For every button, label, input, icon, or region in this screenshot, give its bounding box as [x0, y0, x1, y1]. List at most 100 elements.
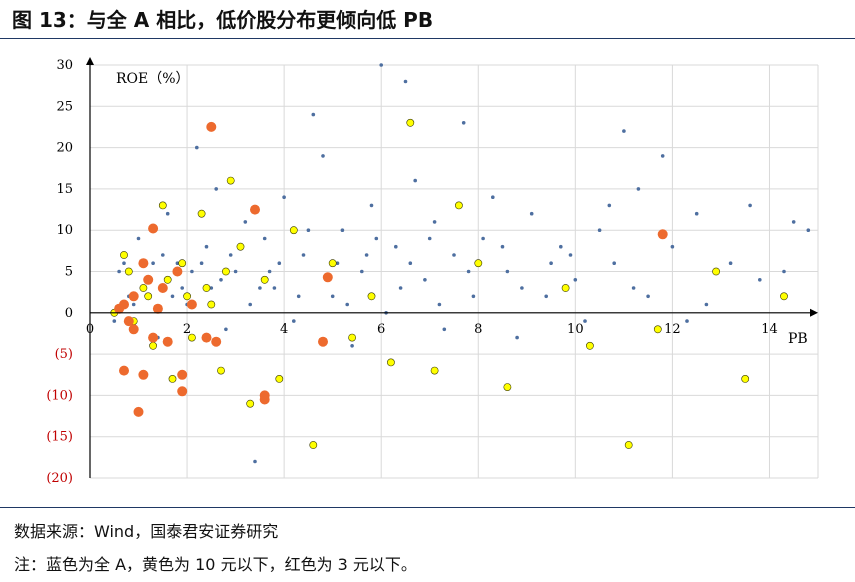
data-point-red — [211, 336, 222, 347]
data-point-blue — [403, 79, 408, 84]
data-point-blue — [209, 286, 214, 290]
x-tick-label: 8 — [474, 322, 482, 337]
x-tick-label: 0 — [86, 322, 94, 337]
data-point-blue — [636, 187, 641, 191]
data-point-red — [123, 316, 134, 327]
data-point-red — [318, 336, 328, 347]
data-point-yellow — [741, 374, 750, 383]
data-point-blue — [748, 203, 752, 208]
data-point-red — [201, 332, 212, 343]
data-point-yellow — [386, 358, 395, 367]
data-point-blue — [117, 269, 121, 274]
data-point-red — [128, 291, 139, 302]
data-point-blue — [427, 236, 432, 241]
x-axis-arrow — [810, 308, 818, 317]
data-point-blue — [515, 335, 519, 340]
data-point-blue — [549, 261, 553, 265]
data-point-yellow — [289, 226, 298, 235]
data-point-blue — [112, 319, 117, 323]
data-point-yellow — [328, 259, 337, 268]
data-point-blue — [782, 269, 786, 274]
data-point-yellow — [236, 242, 245, 251]
data-point-blue — [277, 261, 282, 265]
data-point-blue — [394, 244, 398, 249]
data-point-blue — [335, 261, 340, 265]
data-point-yellow — [454, 201, 463, 210]
data-point-blue — [219, 278, 223, 282]
data-point-red — [162, 336, 173, 347]
data-point-blue — [267, 269, 272, 274]
data-point-blue — [694, 211, 699, 216]
data-point-blue — [544, 294, 548, 299]
data-point-blue — [758, 278, 762, 282]
data-point-blue — [296, 294, 301, 299]
footer-rule — [0, 507, 855, 508]
data-point-blue — [199, 261, 204, 265]
grid-lines — [89, 64, 819, 479]
data-point-yellow — [226, 176, 235, 185]
data-point-blue — [791, 220, 796, 224]
data-point-blue — [248, 302, 252, 307]
data-point-blue — [520, 286, 524, 290]
data-point-blue — [195, 145, 199, 150]
series-blue — [112, 63, 811, 464]
data-point-yellow — [144, 292, 153, 301]
data-point-blue — [612, 261, 616, 265]
data-point-blue — [253, 459, 257, 464]
data-point-yellow — [178, 259, 187, 268]
data-point-blue — [224, 327, 228, 332]
data-point-yellow — [275, 374, 284, 383]
data-point-blue — [321, 154, 325, 158]
data-point-blue — [258, 286, 262, 290]
data-point-red — [138, 369, 149, 380]
data-point-blue — [345, 302, 350, 307]
data-point-blue — [466, 269, 471, 274]
data-point-yellow — [348, 333, 356, 342]
data-point-red — [186, 299, 197, 310]
data-point-red — [250, 204, 260, 215]
y-axis-arrow — [86, 57, 94, 65]
x-tick-label: 6 — [377, 322, 385, 337]
y-tick-label: (5) — [55, 347, 73, 362]
data-point-blue — [175, 261, 180, 265]
data-point-yellow — [168, 374, 177, 383]
data-point-blue — [423, 278, 427, 282]
data-point-blue — [481, 236, 485, 241]
data-point-blue — [136, 236, 141, 241]
y-tick-label: 0 — [65, 306, 73, 321]
data-source: 数据来源：Wind，国泰君安证券研究 — [14, 522, 279, 541]
data-point-blue — [306, 228, 311, 232]
data-point-red — [172, 266, 183, 277]
data-point-red — [133, 406, 144, 417]
data-point-yellow — [207, 300, 216, 309]
y-tick-label: 20 — [56, 141, 73, 156]
x-tick-label: 14 — [761, 322, 778, 337]
data-point-blue — [292, 319, 296, 323]
y-tick-label: 15 — [56, 182, 73, 197]
y-tick-label: 5 — [65, 265, 73, 280]
data-point-blue — [228, 253, 233, 257]
data-point-blue — [408, 261, 413, 265]
tick-labels: 30 25 20 15 10 5 0 (5) (10) (15) (20) 0 2 4 6 8 10 12 14 — [46, 58, 777, 486]
x-tick-label: 4 — [280, 322, 288, 337]
data-point-yellow — [586, 341, 594, 350]
data-point-yellow — [124, 267, 133, 276]
data-point-blue — [685, 319, 689, 323]
data-point-yellow — [158, 201, 167, 210]
figure-title: 图 13：与全 A 相比，低价股分布更倾向低 PB — [12, 8, 434, 32]
data-point-yellow — [139, 284, 148, 292]
data-point-blue — [670, 244, 675, 249]
data-point-yellow — [653, 325, 662, 334]
data-point-red — [114, 303, 125, 314]
data-point-blue — [122, 261, 126, 265]
y-tick-label: (15) — [46, 430, 73, 445]
data-point-blue — [806, 228, 811, 232]
data-point-blue — [500, 244, 505, 249]
data-point-yellow — [430, 366, 439, 375]
data-point-red — [143, 274, 154, 285]
data-point-blue — [350, 344, 354, 348]
data-point-blue — [704, 302, 709, 307]
title-rule — [0, 38, 855, 39]
data-point-blue — [165, 211, 170, 216]
scatter-chart: 30 25 20 15 10 5 0 (5) (10) (15) (20) 0 2 4 6 8 10 12 14 R… — [46, 57, 819, 486]
